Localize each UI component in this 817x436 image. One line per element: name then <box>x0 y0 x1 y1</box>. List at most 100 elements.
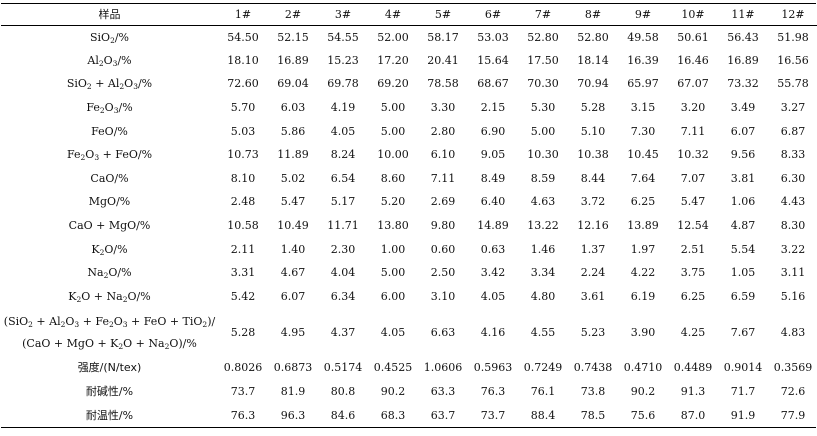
table-cell: 0.6873 <box>273 361 313 375</box>
table-cell: 4.22 <box>630 266 656 280</box>
label-text: O <box>65 314 75 328</box>
table-cell: 6.25 <box>630 195 656 209</box>
row-label: Na2O/% <box>1 261 218 285</box>
label-text: CaO + MgO/% <box>68 219 151 233</box>
row-label-line: K2O/% <box>1 243 218 257</box>
label-text: /% <box>118 101 133 115</box>
header-sample-4: 4# <box>368 4 418 26</box>
header-sample-1: 1# <box>218 4 268 26</box>
label-text: 耐碱性/% <box>85 385 134 399</box>
table-cell: 8.49 <box>480 171 506 185</box>
table-cell: 75.6 <box>630 408 656 422</box>
na2o-row: Na2O/% 3.31 4.67 4.04 5.00 2.50 3.42 3.34 2.24 4.… <box>1 261 817 285</box>
label-subscript: 2 <box>60 319 66 329</box>
table-cell: 0.4525 <box>373 361 413 375</box>
label-text: O <box>124 77 134 91</box>
row-label: Fe2O3/% <box>1 96 218 120</box>
table-cell: 8.33 <box>780 148 806 162</box>
row-label-line: K2O + Na2O/% <box>1 290 218 304</box>
strength-row: 强度/(N/tex) 0.8026 0.6873 0.5174 0.4525 1.0606… <box>1 357 817 381</box>
table-cell: 0.4489 <box>673 361 713 375</box>
table-cell: 2.11 <box>230 242 256 256</box>
label-subscript: 3 <box>94 153 100 163</box>
label-subscript: 2 <box>86 82 92 92</box>
table-cell: 3.22 <box>780 242 806 256</box>
table-cell: 3.34 <box>530 266 556 280</box>
table-cell: 4.37 <box>330 325 356 339</box>
header-sample-9: 9# <box>618 4 668 26</box>
table-cell: 6.03 <box>280 101 306 115</box>
label-text: O)/% <box>169 336 197 350</box>
table-cell: 3.42 <box>480 266 506 280</box>
k2o-row: K2O/% 2.11 1.40 2.30 1.00 0.60 0.63 1.46 1.37 1.9… <box>1 238 817 262</box>
table-cell: 16.39 <box>627 53 659 67</box>
table-cell: 0.4710 <box>623 361 663 375</box>
table-cell: 0.7438 <box>573 361 613 375</box>
table-cell: 11.71 <box>327 219 359 233</box>
table-cell: 17.50 <box>527 53 559 67</box>
table-cell: 4.63 <box>530 195 556 209</box>
table-cell: 2.51 <box>680 242 706 256</box>
table-cell: 76.1 <box>530 385 556 399</box>
table-cell: 3.27 <box>780 101 806 115</box>
table-cell: 10.73 <box>227 148 259 162</box>
table-cell: 14.89 <box>477 219 509 233</box>
table-cell: 5.23 <box>580 325 606 339</box>
label-subscript: 3 <box>74 319 80 329</box>
label-text: O + Na <box>123 336 165 350</box>
header-sample-3: 3# <box>318 4 368 26</box>
table-cell: 5.03 <box>230 124 256 138</box>
table-cell: 8.24 <box>330 148 356 162</box>
table-cell: 0.3569 <box>773 361 813 375</box>
label-subscript: 2 <box>202 319 208 329</box>
table-cell: 5.00 <box>380 266 406 280</box>
table-cell: 2.30 <box>330 242 356 256</box>
label-text: + Al <box>32 314 61 328</box>
table-cell: 69.20 <box>377 77 409 91</box>
label-subscript: 2 <box>99 247 105 257</box>
table-cell: 91.9 <box>730 408 756 422</box>
table-cell: 70.30 <box>527 77 559 91</box>
label-text: O/% <box>127 289 151 303</box>
table-body: SiO2/% 54.50 52.15 54.55 52.00 58.17 53.03 52.8… <box>1 26 817 428</box>
header-sample-10: 10# <box>668 4 718 26</box>
table-cell: 17.20 <box>377 53 409 67</box>
table-cell: 1.06 <box>730 195 756 209</box>
header-sample-11: 11# <box>718 4 768 26</box>
row-label: SiO2/% <box>1 26 218 50</box>
cao-mgo-row: CaO + MgO/% 10.58 10.49 11.71 13.80 9.80 14.89… <box>1 214 817 238</box>
table-cell: 6.07 <box>280 289 306 303</box>
data-table: 样品 1# 2# 3# 4# 5# 6# 7# 8# 9# 10# 11# 12# SiO2/% 54.… <box>1 4 817 427</box>
table-cell: 8.59 <box>530 171 556 185</box>
table-cell: 5.42 <box>230 289 256 303</box>
table-cell: 10.38 <box>577 148 609 162</box>
header-sample-6: 6# <box>468 4 518 26</box>
table-cell: 5.28 <box>230 325 256 339</box>
table-cell: 76.3 <box>230 408 256 422</box>
table-cell: 69.04 <box>277 77 309 91</box>
row-label: K2O + Na2O/% <box>1 285 218 309</box>
table-cell: 1.37 <box>580 242 606 256</box>
table-cell: 4.87 <box>730 219 756 233</box>
table-cell: 1.05 <box>730 266 756 280</box>
table-cell: 6.90 <box>480 124 506 138</box>
header-sample-8: 8# <box>568 4 618 26</box>
row-label-line: CaO + MgO/% <box>1 219 218 233</box>
label-text: + Al <box>91 77 120 91</box>
table-cell: 88.4 <box>530 408 556 422</box>
row-label-line: SiO2 + Al2O3/% <box>1 77 218 91</box>
table-cell: 4.67 <box>280 266 306 280</box>
table-cell: 84.6 <box>330 408 356 422</box>
row-label-line: (SiO2 + Al2O3 + Fe2O3 + FeO + TiO2)/ <box>1 311 218 333</box>
table-cell: 3.81 <box>730 171 756 185</box>
label-text: MgO/% <box>88 195 131 209</box>
table-cell: 18.14 <box>577 53 609 67</box>
k2o-na2o-row: K2O + Na2O/% 5.42 6.07 6.34 6.00 3.10 4.05 4.80… <box>1 285 817 309</box>
row-label: CaO + MgO/% <box>1 214 218 238</box>
table-cell: 3.31 <box>230 266 256 280</box>
table-cell: 4.25 <box>680 325 706 339</box>
table-cell: 67.07 <box>677 77 709 91</box>
table-cell: 73.8 <box>580 385 606 399</box>
table-cell: 2.15 <box>480 101 506 115</box>
label-text: SiO <box>66 77 87 91</box>
